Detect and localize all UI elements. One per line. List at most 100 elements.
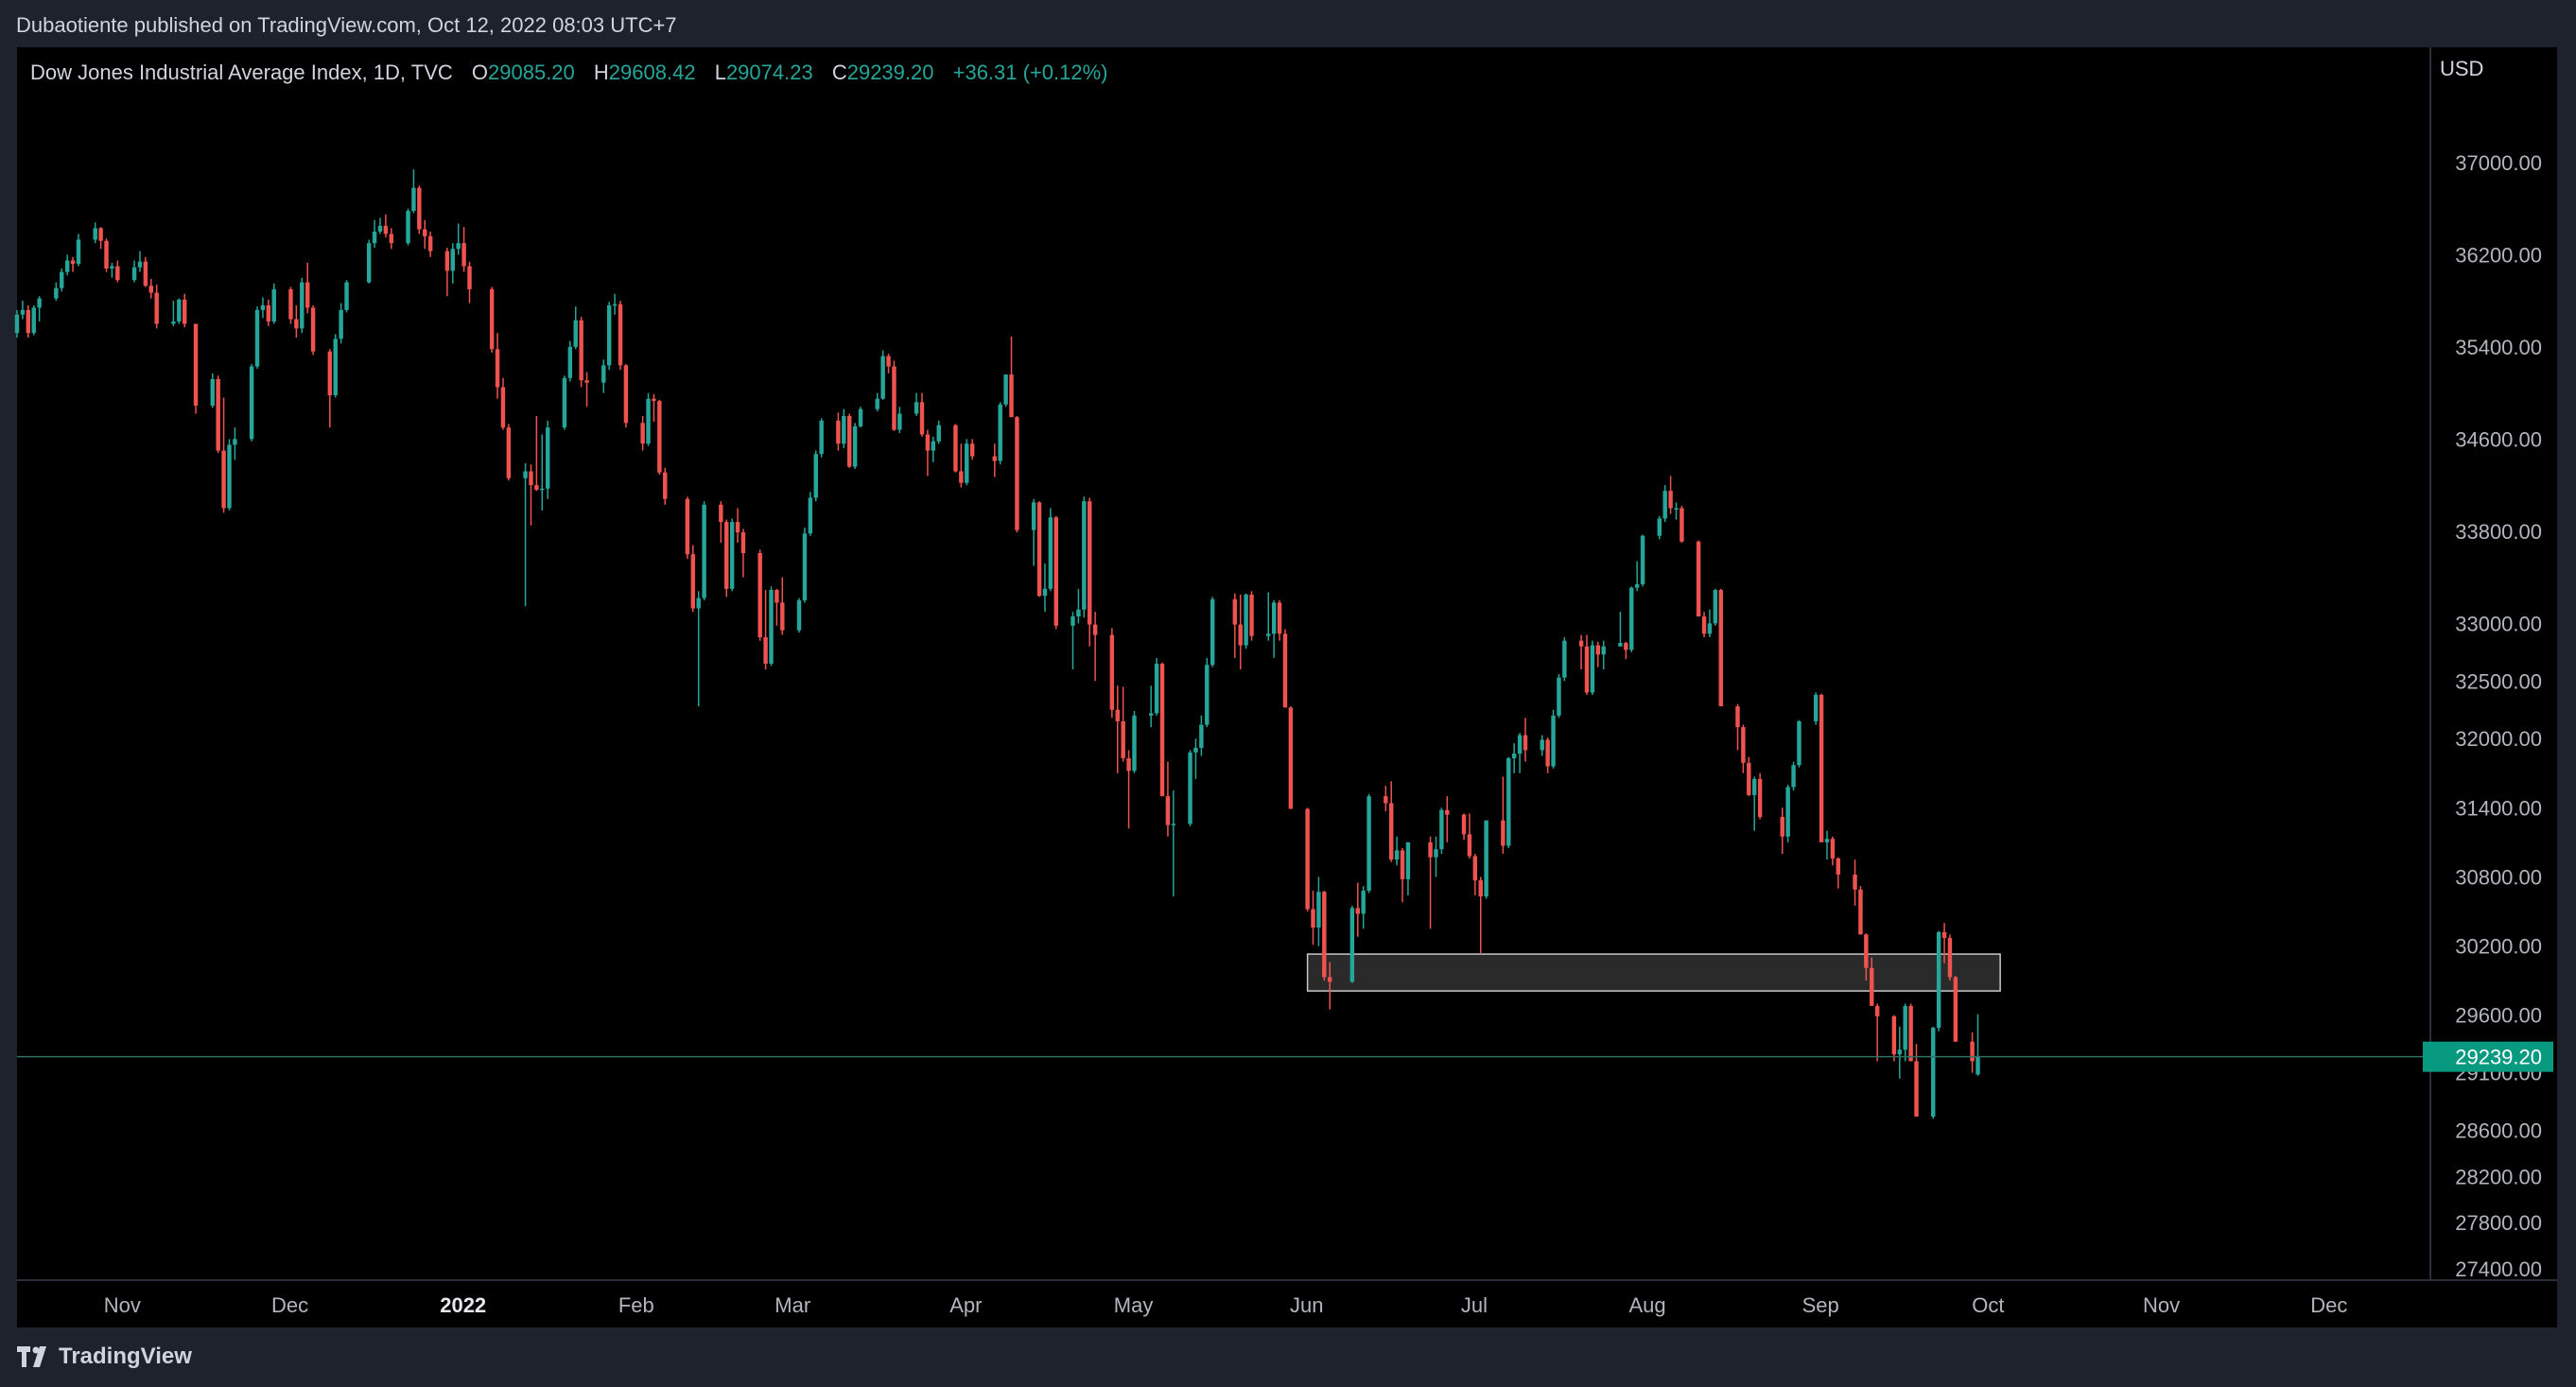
candle xyxy=(70,256,76,272)
candle-body xyxy=(757,553,762,637)
candle xyxy=(696,591,701,707)
candle-body xyxy=(1864,934,1869,968)
candle-body xyxy=(1557,677,1561,716)
candle xyxy=(1696,540,1701,617)
candle xyxy=(1210,597,1215,667)
candle xyxy=(657,399,662,476)
candle xyxy=(1668,476,1673,514)
candle xyxy=(914,392,919,416)
candle-body xyxy=(1445,809,1450,815)
candle-body xyxy=(846,415,852,467)
candle xyxy=(1266,592,1271,641)
candle-body xyxy=(1523,735,1528,751)
candle xyxy=(260,297,266,319)
time-tick-label: Mar xyxy=(775,1293,810,1317)
candle-body xyxy=(1434,849,1438,858)
candle-body xyxy=(1349,908,1355,982)
candle-body xyxy=(1545,739,1550,767)
candle xyxy=(110,262,114,278)
candle-body xyxy=(1322,892,1327,978)
candle xyxy=(1601,640,1606,670)
candle xyxy=(992,443,998,477)
candle xyxy=(1830,836,1836,866)
legend-o-value: 29085.20 xyxy=(488,61,575,84)
candle-body xyxy=(1618,643,1623,647)
candle-body xyxy=(719,504,723,523)
candle xyxy=(1545,737,1550,773)
candle-body xyxy=(775,590,779,603)
candle-body xyxy=(696,598,701,609)
candle xyxy=(1467,813,1472,858)
price-axis-background[interactable] xyxy=(2430,47,2557,1327)
candle-body xyxy=(1009,374,1014,418)
candle xyxy=(1897,1026,1903,1079)
candle-body xyxy=(1115,709,1120,721)
candle-body xyxy=(1238,624,1243,646)
candle xyxy=(780,577,785,635)
candles xyxy=(14,169,1980,1119)
tradingview-logo[interactable]: TradingView xyxy=(17,1344,192,1370)
candle-body xyxy=(1931,1028,1936,1117)
support-zone[interactable] xyxy=(1306,953,2001,992)
candle-body xyxy=(1595,645,1601,655)
candle xyxy=(623,364,629,428)
candle xyxy=(1238,594,1243,670)
candle xyxy=(1680,506,1684,544)
candle-body xyxy=(897,413,902,430)
candle-body xyxy=(260,304,266,310)
candle xyxy=(1249,591,1254,641)
candle-body xyxy=(137,261,143,268)
candle-body xyxy=(740,532,746,554)
candle xyxy=(1355,882,1360,937)
candle-body xyxy=(965,443,969,483)
chart-legend: Dow Jones Industrial Average Index, 1D, … xyxy=(30,61,1108,84)
candle xyxy=(1159,662,1165,797)
candle xyxy=(506,424,512,481)
candle-body xyxy=(1088,501,1092,625)
candle xyxy=(1903,1003,1907,1062)
zone-rectangle[interactable] xyxy=(1306,953,2001,992)
candle xyxy=(540,434,545,511)
candle xyxy=(573,306,578,350)
candle xyxy=(1557,673,1561,719)
candle-body xyxy=(1076,609,1081,617)
candle-body xyxy=(1171,824,1176,825)
legend-c-label: C xyxy=(832,61,847,84)
candle xyxy=(1947,934,1953,981)
candle xyxy=(1751,776,1757,831)
time-tick-label: Oct xyxy=(1972,1293,2004,1317)
candle xyxy=(1741,724,1746,773)
candle-body xyxy=(1288,707,1294,809)
candle xyxy=(1193,738,1198,779)
candle xyxy=(495,333,500,399)
candle-body xyxy=(1249,594,1254,636)
candle-body xyxy=(1836,858,1841,876)
candle xyxy=(1165,761,1171,837)
legend-symbol: Dow Jones Industrial Average Index, 1D, … xyxy=(30,61,453,84)
candle xyxy=(339,303,343,344)
candle-body xyxy=(1199,724,1204,748)
candle-body xyxy=(216,378,220,451)
candle-body xyxy=(193,323,199,407)
legend-h-label: H xyxy=(594,61,609,84)
candle xyxy=(1562,636,1567,682)
candle xyxy=(1523,718,1528,762)
candle xyxy=(427,231,433,257)
candle xyxy=(1188,750,1192,826)
candle xyxy=(534,415,539,492)
chart[interactable]: 37000.00 36200.00 35400.00 34600.00 33800.00… xyxy=(0,0,2576,1327)
candle-body xyxy=(171,321,176,324)
candle xyxy=(579,317,583,388)
candle-body xyxy=(1188,752,1192,824)
candle-body xyxy=(1316,892,1321,928)
candle-body xyxy=(14,314,20,334)
candle xyxy=(1624,641,1628,660)
candle-body xyxy=(1266,633,1271,636)
candle-body xyxy=(579,320,583,381)
candle-body xyxy=(456,243,461,250)
candle xyxy=(1092,612,1098,682)
candle-body xyxy=(646,398,651,444)
candle xyxy=(1590,640,1595,695)
price-tick-label: 27800.00 xyxy=(2455,1211,2542,1235)
time-tick-label: Aug xyxy=(1628,1293,1665,1317)
